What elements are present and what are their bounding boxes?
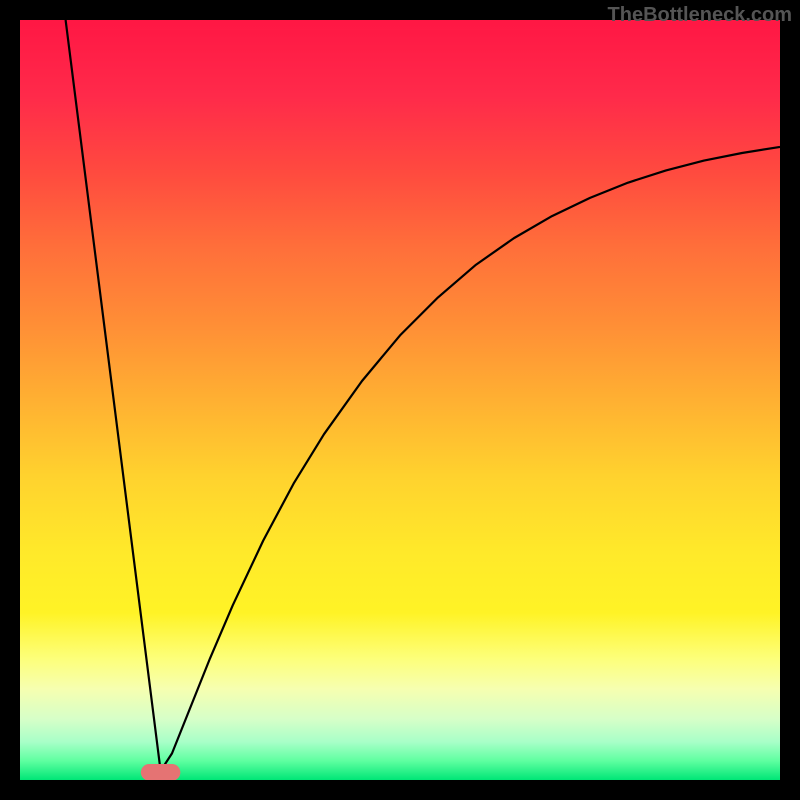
bottleneck-chart [0,0,800,800]
chart-background [20,20,780,780]
chart-container: TheBottleneck.com [0,0,800,800]
watermark-text: TheBottleneck.com [608,4,792,27]
minimum-marker [141,764,181,781]
